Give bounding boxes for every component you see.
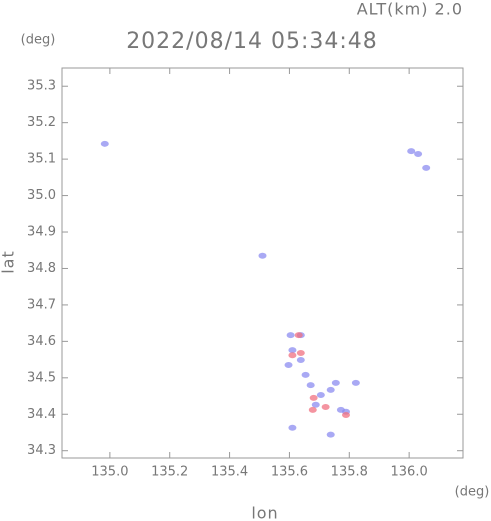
echo-point (284, 362, 293, 369)
y-unit: (deg) (21, 33, 56, 48)
y-tick-label: 34.6 (27, 334, 56, 349)
y-tick-label: 34.8 (27, 261, 56, 276)
y-tick-label: 34.3 (27, 443, 56, 458)
chart-subtitle: ALT(km) 2.0 (357, 0, 463, 19)
x-tick-label: 136.0 (391, 465, 428, 480)
y-tick-label: 34.9 (27, 225, 56, 240)
y-tick-label: 34.4 (27, 407, 56, 422)
echo-point (258, 252, 267, 259)
echo-point (326, 386, 335, 393)
echo-point (288, 424, 297, 431)
y-axis-label: lat (0, 250, 18, 274)
y-tick-label: 35.0 (27, 188, 56, 203)
echo-point (286, 332, 295, 339)
echo-point (351, 379, 360, 386)
x-tick-label: 135.6 (271, 465, 308, 480)
x-tick-label: 135.4 (211, 465, 248, 480)
echo-point (301, 371, 310, 378)
y-tick-label: 35.3 (27, 79, 56, 94)
echo-point (422, 164, 431, 171)
echo-point (296, 356, 305, 363)
plot-frame (61, 67, 464, 459)
echo-point (311, 401, 320, 408)
echo-point (100, 140, 109, 147)
echo-point (309, 394, 318, 401)
echo-point (294, 332, 303, 339)
echo-point (296, 350, 305, 357)
x-tick-label: 135.0 (91, 465, 128, 480)
echo-point (407, 148, 416, 155)
chart-title: 2022/08/14 05:34:48 (126, 29, 378, 54)
echo-point (331, 379, 340, 386)
echo-point (308, 406, 317, 413)
y-tick-label: 34.5 (27, 370, 56, 385)
echo-point (414, 151, 423, 158)
x-axis-label: lon (251, 504, 278, 521)
y-tick-label: 35.2 (27, 115, 56, 130)
echo-point (306, 382, 315, 389)
echo-point (341, 411, 350, 418)
y-tick-label: 35.1 (27, 152, 56, 167)
echo-point (316, 391, 325, 398)
y-tick-label: 34.7 (27, 297, 56, 312)
x-unit: (deg) (455, 485, 490, 500)
echo-point (321, 403, 330, 410)
echo-point (326, 431, 335, 438)
x-tick-label: 135.2 (151, 465, 188, 480)
x-tick-label: 135.8 (331, 465, 368, 480)
echo-point (288, 347, 297, 354)
echo-point (288, 352, 297, 359)
